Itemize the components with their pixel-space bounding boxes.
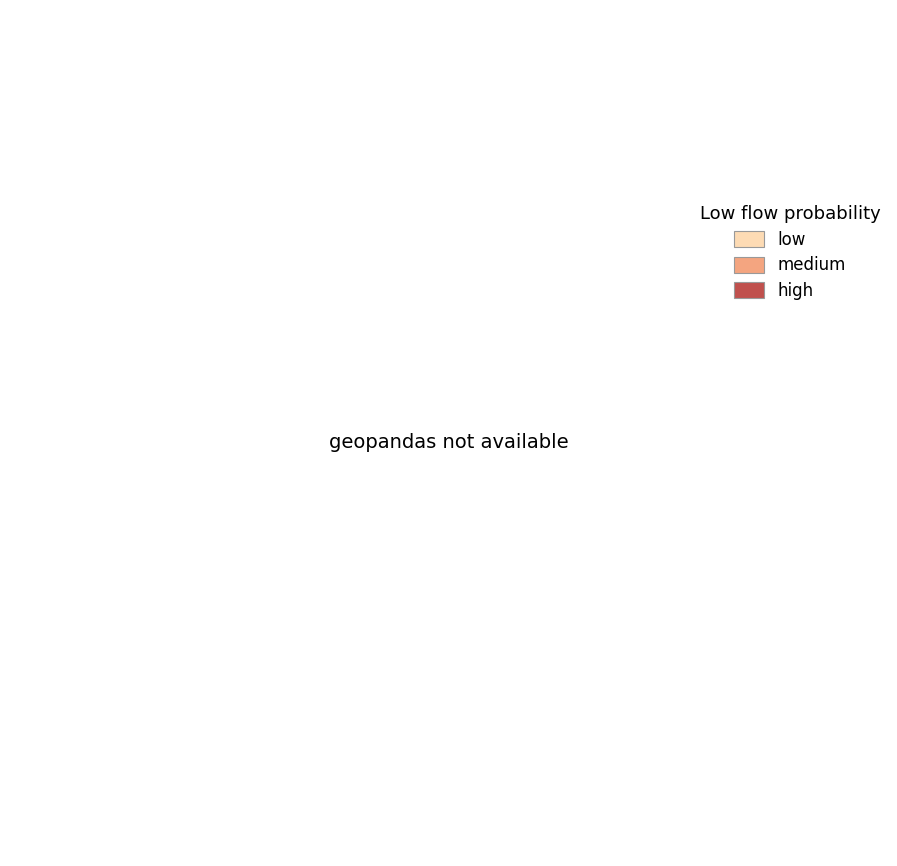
Text: geopandas not available: geopandas not available (328, 433, 569, 452)
Legend: low, medium, high: low, medium, high (692, 197, 889, 308)
